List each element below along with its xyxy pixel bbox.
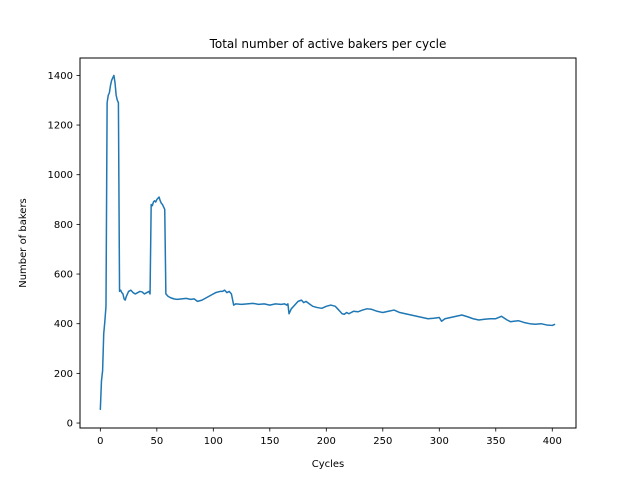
y-tick-label: 1200 — [48, 121, 73, 132]
y-tick-label: 200 — [54, 369, 73, 380]
y-tick-label: 0 — [67, 419, 73, 430]
y-tick-label: 1400 — [48, 71, 73, 82]
axes-frame — [79, 57, 577, 429]
y-tick-label: 1000 — [48, 170, 73, 181]
y-tick-label: 600 — [54, 270, 73, 281]
y-axis-label: Number of bakers — [18, 198, 29, 288]
y-tick-label: 400 — [54, 319, 73, 330]
x-tick-label: 0 — [97, 436, 103, 447]
x-tick-label: 100 — [204, 436, 223, 447]
y-axis: 0 200 400 600 800 1000 1200 1400 — [48, 71, 80, 430]
x-tick-label: 200 — [317, 436, 336, 447]
series-line — [99, 74, 556, 411]
x-tick-label: 150 — [260, 436, 279, 447]
x-tick-label: 50 — [150, 436, 163, 447]
x-axis-label: Cycles — [312, 459, 345, 470]
x-tick-label: 300 — [430, 436, 449, 447]
plot-area: 0 50 100 150 200 250 300 350 400 0 200 400 600 800 10… — [48, 57, 577, 447]
x-tick-label: 250 — [373, 436, 392, 447]
chart-title: Total number of active bakers per cycle — [209, 37, 447, 51]
y-tick-label: 800 — [54, 220, 73, 231]
x-axis: 0 50 100 150 200 250 300 350 400 — [97, 428, 562, 447]
x-tick-label: 350 — [486, 436, 505, 447]
x-tick-label: 400 — [543, 436, 562, 447]
